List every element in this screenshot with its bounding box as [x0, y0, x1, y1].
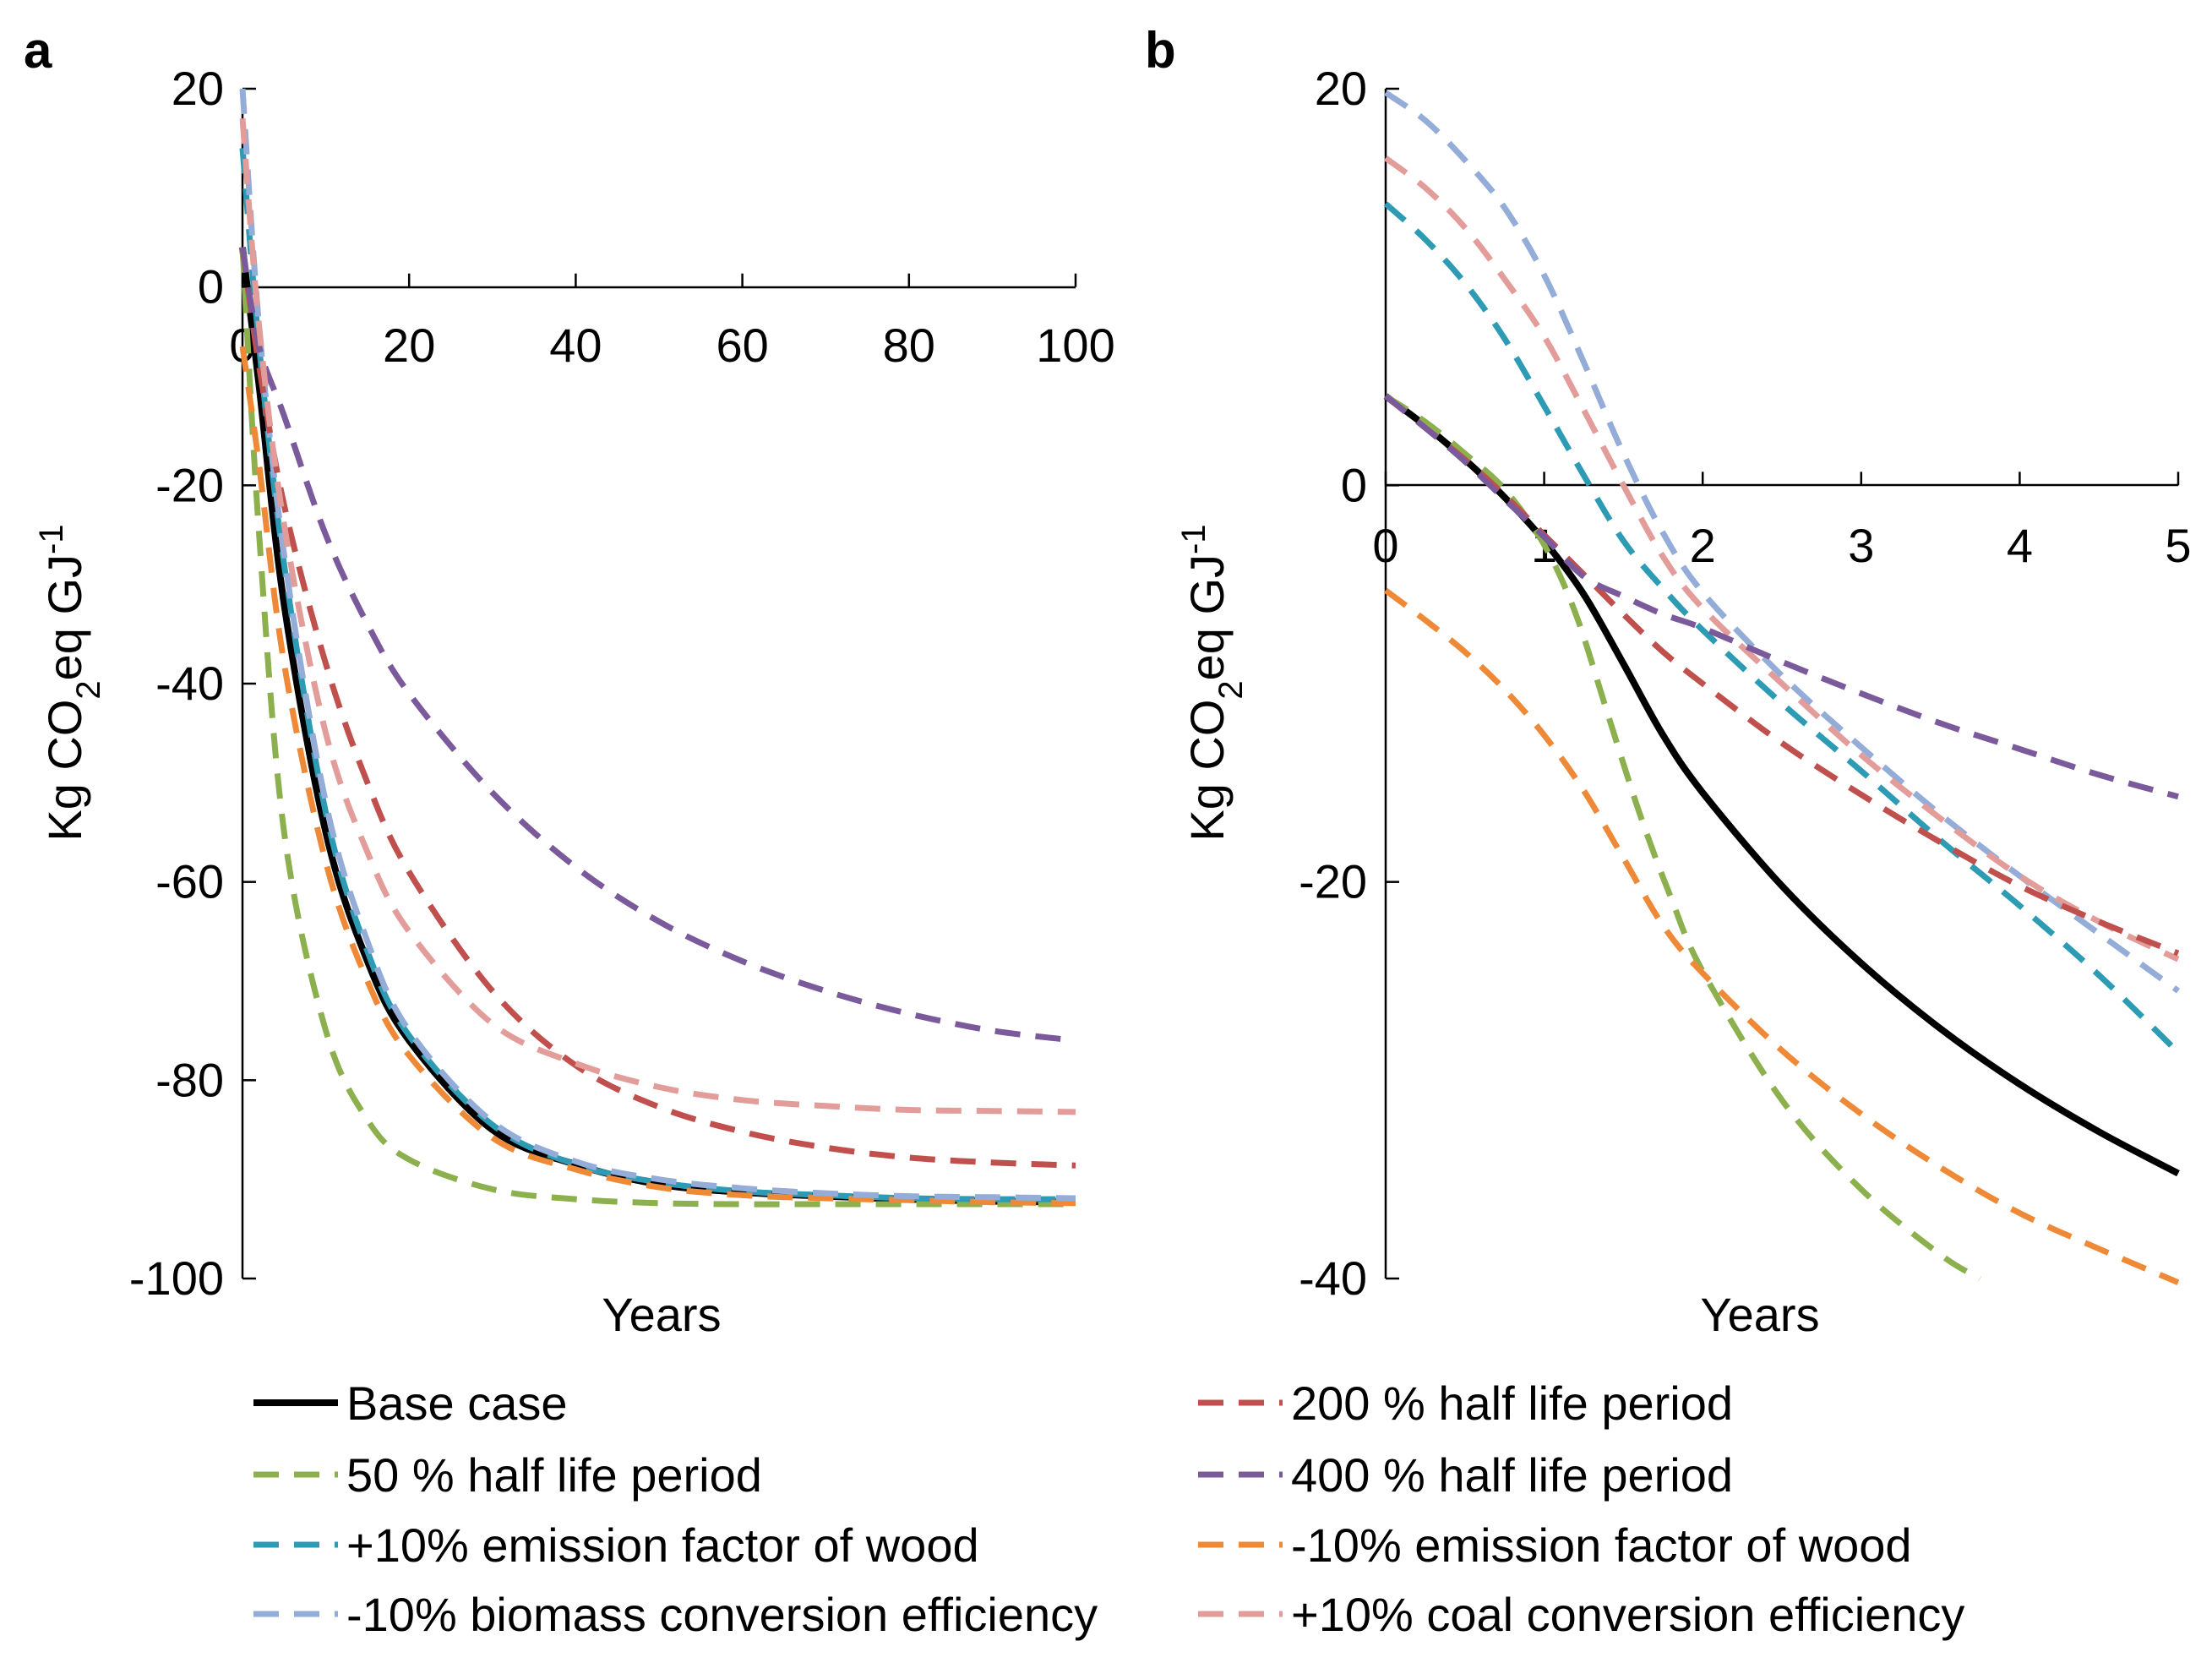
panel-a-series-group [239, 88, 1076, 1208]
panel-a-y-tick-label: -100 [129, 1251, 224, 1305]
panel-a-y-tick-label: -80 [155, 1053, 224, 1106]
panel-a-y-tick-label: 0 [198, 260, 224, 314]
legend-label-hl400: 400 % half life period [1291, 1448, 1733, 1502]
legend-item-base: Base case [253, 1377, 568, 1430]
panel-b-x-tick-label: 5 [2165, 519, 2191, 572]
legend-item-hl200: 200 % half life period [1198, 1377, 1733, 1430]
panel-a-series-bce_minus [239, 88, 1076, 1202]
panel-b-series-hl400 [1383, 393, 2179, 800]
panel-a-y-tick-label: -20 [155, 458, 224, 511]
panel-b-x-tick-label: 4 [2007, 519, 2033, 572]
panel-a-x-tick-label: 60 [716, 319, 768, 372]
panel-a-series-efw_minus [239, 346, 1076, 1207]
legend-item-cce_plus: +10% coal conversion efficiency [1198, 1588, 1964, 1641]
legend-item-efw_plus: +10% emission factor of wood [253, 1519, 979, 1572]
panel-b-series-cce_plus [1383, 155, 2180, 962]
panel-b-series-efw_plus [1383, 201, 2181, 1055]
panel-a-series-hl200 [239, 247, 1076, 1169]
panel-a-x-tick-label: 20 [383, 319, 435, 372]
legend: Base case 200 % half life period 50 % half… [253, 1377, 1964, 1641]
legend-label-hl50: 50 % half life period [346, 1448, 762, 1502]
panel-a-y-tick-label: -40 [155, 657, 224, 710]
panel-b-x-title: Years [1700, 1288, 1819, 1341]
panel-b-x-tick-label: 0 [1372, 519, 1398, 572]
legend-label-base: Base case [346, 1377, 568, 1430]
panel-b-series-hl50 [1384, 393, 1982, 1282]
panel-b-series-base [1383, 393, 2180, 1177]
legend-label-efw_minus: -10% emission factor of wood [1291, 1519, 1912, 1572]
panel-b-y-tick-label: 20 [1315, 62, 1367, 115]
panel-a-y-tick-label: 20 [172, 62, 224, 115]
panel-a-series-hl50 [239, 247, 1076, 1208]
legend-item-hl50: 50 % half life period [253, 1448, 762, 1502]
legend-label-hl200: 200 % half life period [1291, 1377, 1733, 1430]
panel-b-y-title: Kg CO2eq GJ-1 [1175, 524, 1250, 841]
panel-b-series-efw_minus [1383, 587, 2180, 1285]
panel-b-series-group [1383, 90, 2181, 1285]
legend-label-cce_plus: +10% coal conversion efficiency [1291, 1588, 1964, 1641]
panel-a-series-efw_plus [239, 148, 1076, 1202]
panel-a-series-base [239, 247, 1076, 1206]
panel-b-label: b [1145, 22, 1176, 79]
panel-a-series-cce_plus [239, 117, 1076, 1115]
panel-a-label: a [24, 22, 52, 79]
panel-a-x-tick-label: 80 [883, 319, 935, 372]
panel-a-x-tick-label: 40 [549, 319, 602, 372]
panel-a-series-hl400 [239, 247, 1076, 1044]
panel-a-y-title: Kg CO2eq GJ-1 [33, 524, 107, 841]
panel-a-x-title: Years [602, 1288, 721, 1341]
panel-b-chart: b 200-20-400 1 2 3 4 5 Years Kg CO2eq GJ-1 [1145, 22, 2192, 1341]
panel-b-x-tick-label: 3 [1848, 519, 1874, 572]
panel-b-y-tick-label: 0 [1341, 458, 1367, 511]
panel-a-y-tick-label: -60 [155, 855, 224, 908]
legend-item-efw_minus: -10% emission factor of wood [1198, 1519, 1912, 1572]
legend-label-efw_plus: +10% emission factor of wood [346, 1519, 979, 1572]
legend-item-bce_minus: -10% biomass conversion efficiency [253, 1588, 1098, 1641]
panel-b-x-tick-label: 2 [1690, 519, 1716, 572]
panel-b-y-tick-label: -40 [1299, 1251, 1367, 1305]
panel-b-series-bce_minus [1383, 90, 2181, 994]
legend-item-hl400: 400 % half life period [1198, 1448, 1733, 1502]
panel-b-y-tick-label: -20 [1299, 855, 1367, 908]
panel-a-x-tick-label: 100 [1036, 319, 1114, 372]
legend-label-bce_minus: -10% biomass conversion efficiency [346, 1588, 1098, 1641]
